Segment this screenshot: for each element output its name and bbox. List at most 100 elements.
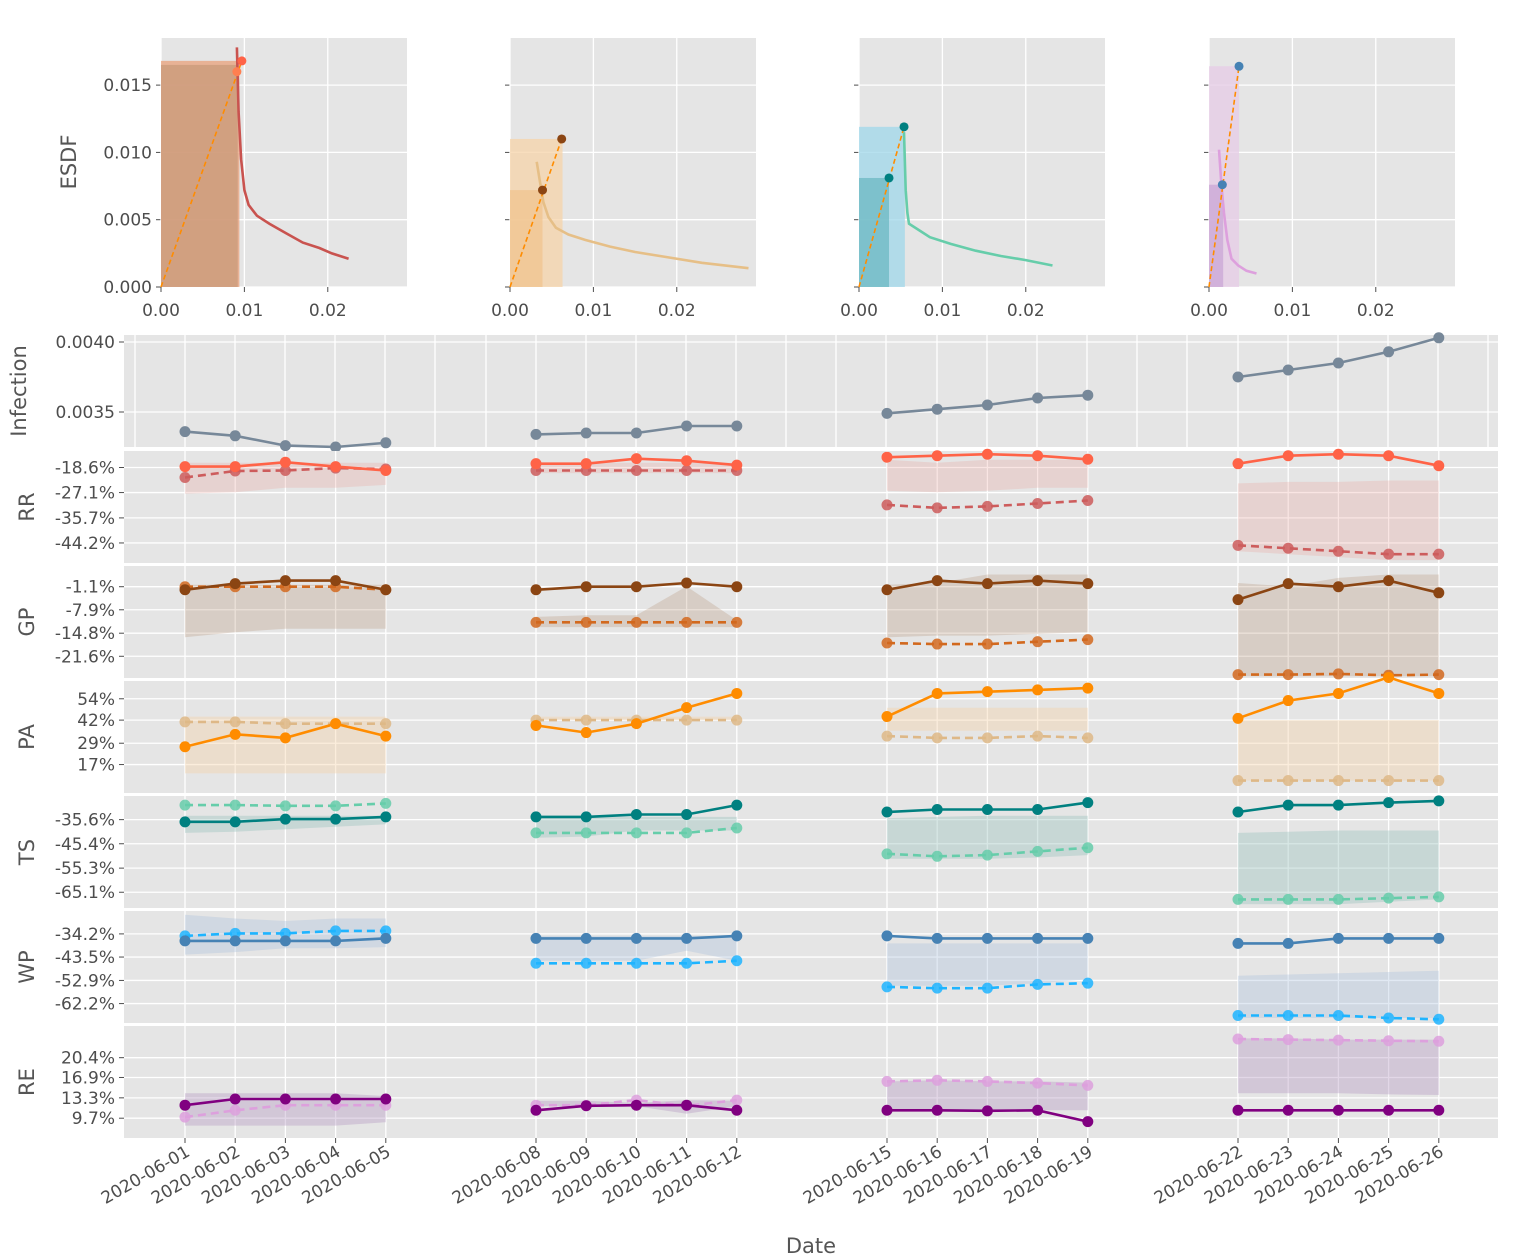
data-point bbox=[1032, 978, 1044, 990]
data-point bbox=[1383, 775, 1395, 787]
esdf-x-tick-label: 0.00 bbox=[142, 301, 180, 321]
data-point bbox=[530, 827, 542, 839]
data-point bbox=[1282, 1010, 1294, 1022]
esdf-panel-3: 0.00 0.01 0.02 bbox=[840, 38, 1105, 321]
data-point bbox=[630, 453, 642, 465]
data-point bbox=[981, 849, 993, 861]
data-point bbox=[630, 1099, 642, 1111]
series-line-dashed bbox=[536, 826, 737, 835]
y-tick-label: -14.8% bbox=[55, 624, 115, 644]
data-point bbox=[1032, 684, 1044, 696]
data-point bbox=[981, 448, 993, 460]
data-point bbox=[931, 1074, 943, 1086]
data-point bbox=[881, 848, 893, 860]
data-point bbox=[630, 464, 642, 476]
data-point bbox=[931, 687, 943, 699]
data-point bbox=[1383, 932, 1395, 944]
esdf-panel-1: 0.000 0.005 0.010 0.015 0.00 0.01 0.02 bbox=[103, 38, 407, 321]
data-point bbox=[1332, 545, 1344, 557]
data-point bbox=[881, 930, 893, 942]
esdf-bar bbox=[161, 64, 238, 288]
y-tick-label: -62.2% bbox=[55, 995, 115, 1015]
data-point bbox=[1082, 1079, 1094, 1091]
data-point bbox=[731, 822, 743, 834]
data-point bbox=[179, 1099, 191, 1111]
data-point bbox=[881, 451, 893, 463]
data-point bbox=[931, 502, 943, 514]
data-point bbox=[1232, 669, 1244, 681]
data-point bbox=[229, 1093, 241, 1105]
data-point bbox=[681, 957, 693, 969]
series-line-dashed bbox=[886, 638, 1088, 646]
data-point bbox=[1032, 1077, 1044, 1089]
confidence-band bbox=[185, 584, 386, 638]
data-point bbox=[1433, 1104, 1445, 1116]
data-point bbox=[1383, 548, 1395, 560]
data-point bbox=[1332, 1104, 1344, 1116]
y-tick-label: 29% bbox=[77, 734, 115, 754]
data-point bbox=[229, 461, 241, 473]
esdf-point bbox=[237, 56, 247, 66]
data-point bbox=[1232, 1033, 1244, 1045]
data-point bbox=[731, 616, 743, 628]
esdf-y-axis-label: ESDF bbox=[57, 135, 81, 190]
y-axis-label: GP bbox=[15, 608, 39, 637]
data-point bbox=[1332, 1010, 1344, 1022]
data-point bbox=[1383, 1104, 1395, 1116]
data-point bbox=[681, 714, 693, 726]
data-point bbox=[681, 577, 693, 589]
data-point bbox=[881, 499, 893, 511]
data-point bbox=[279, 732, 291, 744]
data-point bbox=[580, 1100, 592, 1112]
data-point bbox=[731, 1104, 743, 1116]
y-tick-label: 54% bbox=[77, 690, 115, 710]
data-point bbox=[731, 955, 743, 967]
series-line-dashed bbox=[886, 499, 1088, 510]
esdf-point bbox=[1217, 180, 1227, 190]
series-line-dashed bbox=[886, 734, 1088, 740]
data-point bbox=[630, 718, 642, 730]
data-point bbox=[580, 932, 592, 944]
data-point bbox=[981, 399, 993, 411]
data-point bbox=[1332, 932, 1344, 944]
data-point bbox=[279, 935, 291, 947]
y-tick-label: -35.6% bbox=[55, 811, 115, 831]
esdf-point bbox=[557, 134, 567, 144]
esdf-y-tick-label: 0.000 bbox=[103, 278, 152, 298]
esdf-curve bbox=[535, 161, 749, 270]
data-point bbox=[330, 718, 342, 730]
data-point bbox=[881, 1104, 893, 1116]
data-point bbox=[1082, 682, 1094, 694]
series-line-dashed bbox=[184, 466, 386, 479]
data-point bbox=[380, 730, 392, 742]
data-point bbox=[1282, 799, 1294, 811]
y-axis-label: PA bbox=[15, 724, 39, 750]
data-point bbox=[380, 932, 392, 944]
data-point bbox=[179, 584, 191, 596]
data-point bbox=[681, 1099, 693, 1111]
data-point bbox=[731, 930, 743, 942]
data-point bbox=[229, 799, 241, 811]
data-point bbox=[580, 811, 592, 823]
data-point bbox=[681, 420, 693, 432]
confidence-band bbox=[1238, 720, 1439, 781]
confidence-band bbox=[1238, 574, 1439, 677]
data-point bbox=[1332, 357, 1344, 369]
data-point bbox=[881, 584, 893, 596]
y-tick-label: -45.4% bbox=[55, 835, 115, 855]
data-point bbox=[229, 935, 241, 947]
data-point bbox=[330, 461, 342, 473]
data-point bbox=[1282, 1104, 1294, 1116]
data-point bbox=[1332, 581, 1344, 593]
data-point bbox=[279, 813, 291, 825]
data-point bbox=[1082, 634, 1094, 646]
data-point bbox=[731, 714, 743, 726]
data-point bbox=[1082, 932, 1094, 944]
data-point bbox=[380, 797, 392, 809]
confidence-band bbox=[1238, 1038, 1439, 1095]
data-point bbox=[1082, 977, 1094, 989]
data-point bbox=[1232, 1104, 1244, 1116]
data-point bbox=[1332, 775, 1344, 787]
data-point bbox=[1032, 575, 1044, 587]
row-background bbox=[124, 1026, 1498, 1138]
